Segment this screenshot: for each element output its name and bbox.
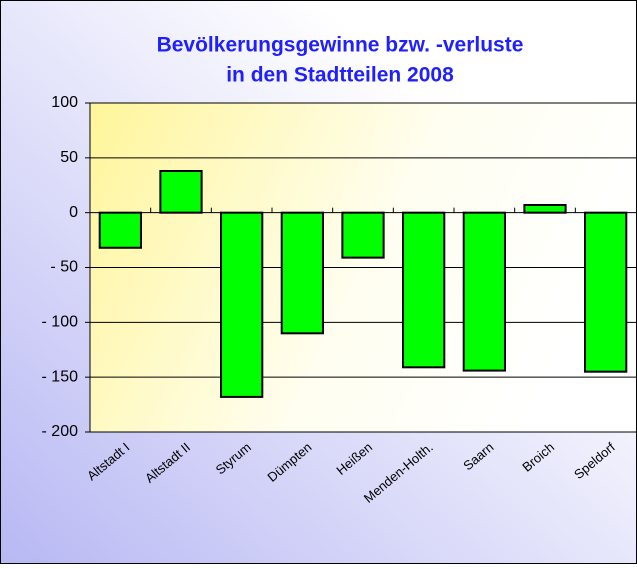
y-tick-label: - 50	[50, 259, 78, 276]
y-tick-label: - 100	[42, 314, 79, 331]
bar	[341, 211, 385, 259]
bar	[584, 211, 628, 373]
bar	[462, 211, 506, 372]
y-tick-label: - 150	[42, 368, 79, 385]
y-tick-label: 50	[60, 149, 78, 166]
bar	[98, 211, 142, 249]
bar	[220, 211, 264, 398]
y-tick-label: - 200	[42, 423, 79, 440]
bar	[280, 211, 324, 335]
y-tick-label: 0	[69, 204, 78, 221]
chart-title: in den Stadtteilen 2008	[226, 64, 454, 87]
y-tick-label: 100	[51, 94, 78, 111]
chart-title: Bevölkerungsgewinne bzw. -verluste	[157, 34, 524, 57]
bar	[402, 211, 446, 369]
bar	[159, 169, 203, 214]
bar	[523, 203, 567, 214]
